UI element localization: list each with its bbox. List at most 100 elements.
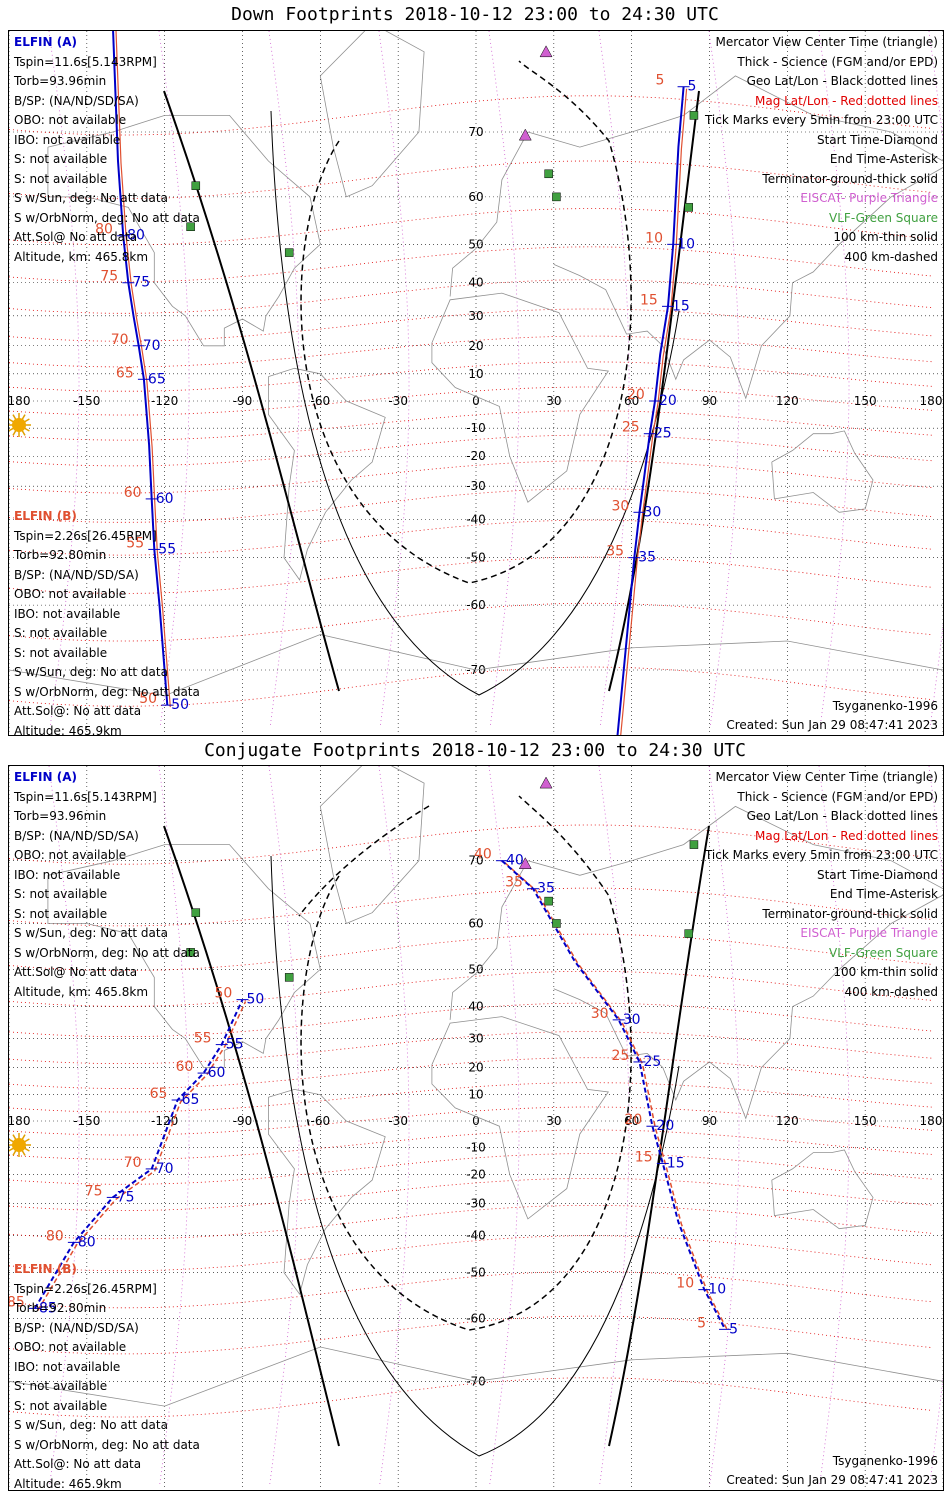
mag-lon-gridline xyxy=(268,766,300,1487)
sat-info-line: S w/OrbNorm, deg: No att data xyxy=(14,210,200,225)
created-label: Created: Sun Jan 29 08:47:41 2023 xyxy=(726,1473,938,1487)
created-label: Created: Sun Jan 29 08:47:41 2023 xyxy=(726,718,938,732)
vlf-square xyxy=(191,181,201,190)
lat-label: -10 xyxy=(466,1140,486,1154)
lon-label: 0 xyxy=(472,1114,480,1128)
sat-info-line: S w/Sun, deg: No att data xyxy=(14,665,168,679)
lat-label: 10 xyxy=(468,367,483,381)
terminator-ground-curve-east xyxy=(608,825,710,1447)
map-svg-down: 180 -150 -120 -90 -60 -30 0 30 60 90 120 150 180 70 60… xyxy=(9,31,943,735)
sat-b-tick-label: 75 xyxy=(85,1183,103,1199)
sat-a-track xyxy=(34,999,244,1309)
sat-a-tick-label: 15 xyxy=(672,298,690,314)
sat-info-line: S w/Sun, deg: No att data xyxy=(14,1418,168,1432)
sat-a-tick-label: 50 xyxy=(247,992,265,1008)
sat-a-tick-label: 55 xyxy=(158,541,176,557)
coastline xyxy=(47,115,321,347)
terminator-100km-curve xyxy=(270,110,680,696)
legend-entry: VLF-Green Square xyxy=(829,945,938,960)
map-panel-down: 180 -150 -120 -90 -60 -30 0 30 60 90 120 150 180 70 60… xyxy=(8,30,944,736)
sat-info-line: Att.Sol@: No att data xyxy=(14,704,142,718)
lon-label: 60 xyxy=(624,394,639,408)
coastline xyxy=(319,31,425,198)
vlf-square xyxy=(284,248,294,257)
sat-b-tick-label: 55 xyxy=(126,535,144,551)
sat-info-line: Altitude: 465.9km xyxy=(14,1476,122,1491)
legend-entry: Mag Lat/Lon - Red dotted lines xyxy=(754,93,938,108)
mag-lat-gridline xyxy=(9,1271,934,1309)
legend-entry: Thick - Science (FGM and/or EPD) xyxy=(737,54,938,69)
lat-label: 70 xyxy=(468,125,483,139)
legend-entry: 100 km-thin solid xyxy=(833,965,938,979)
sat-info-line: Att.Sol@ No att data xyxy=(14,230,138,244)
lon-label: -150 xyxy=(73,1114,100,1128)
sat-a-name: ELFIN (A) xyxy=(14,35,77,49)
sat-info-line: Tspin=2.26s[26.45RPM] xyxy=(14,528,157,543)
legend-entry: EISCAT- Purple Triangle xyxy=(800,926,938,940)
sat-a-tick-label: 10 xyxy=(708,1282,726,1298)
lon-label: -90 xyxy=(233,1114,253,1128)
sat-b-tick-label: 85 xyxy=(9,1294,25,1310)
sun-icon xyxy=(9,1133,31,1157)
mag-lat-gridline xyxy=(9,556,934,594)
sat-info-line: S w/OrbNorm, deg: No att data xyxy=(14,945,200,960)
lon-label: -90 xyxy=(233,394,253,408)
legend-entry: 100 km-thin solid xyxy=(833,230,938,244)
terminator-dashed-west xyxy=(298,805,430,917)
sat-b-tick-label: 25 xyxy=(611,1048,629,1064)
sat-info-line: Att.Sol@: No att data xyxy=(14,1457,142,1471)
mag-lon-gridline xyxy=(488,31,520,728)
lat-label: -50 xyxy=(466,1266,486,1280)
sat-info-line: S w/OrbNorm, deg: No att data xyxy=(14,684,200,699)
lat-label: -60 xyxy=(466,598,486,612)
mag-lon-gridline xyxy=(378,766,410,1487)
sat-info-line: S w/Sun, deg: No att data xyxy=(14,191,168,205)
lat-label: 30 xyxy=(468,1032,483,1046)
vlf-square xyxy=(689,111,699,120)
sat-b-tick-label: 5 xyxy=(656,73,665,89)
terminator-400km-dashed xyxy=(300,795,632,1331)
mag-lat-gridline xyxy=(9,933,934,971)
sat-b-tick-label: 10 xyxy=(676,1276,694,1292)
lon-label: -60 xyxy=(311,1114,331,1128)
sat-a-tick-label: 55 xyxy=(226,1037,244,1053)
sat-a-tick-label: 25 xyxy=(654,426,672,442)
sat-a-tick-label: 20 xyxy=(659,393,677,409)
coastline xyxy=(268,1088,386,1296)
sat-info-line: S: not available xyxy=(14,1379,108,1393)
sat-info-line: OBO: not available xyxy=(14,1340,127,1354)
sat-a-track xyxy=(112,31,169,706)
sat-info-line: S: not available xyxy=(14,887,108,901)
mag-lat-gridline xyxy=(9,1235,934,1272)
sat-b-tick-label: 55 xyxy=(194,1031,212,1047)
sat-b-info: ELFIN (B) Tspin=2.26s[26.45RPM] Torb=92.8… xyxy=(14,501,200,735)
lon-label: -60 xyxy=(311,394,331,408)
sat-a-info: ELFIN (A) Tspin=11.6s[5.143RPM] Torb=93.9… xyxy=(14,768,200,1002)
terminator-ground-curve xyxy=(163,825,340,1447)
sat-b-tick-label: 65 xyxy=(116,365,134,381)
lat-label: -40 xyxy=(466,512,486,526)
sat-info-line: IBO: not available xyxy=(14,1359,121,1374)
sat-info-line: Torb=93.96min xyxy=(14,809,107,823)
sat-info-line: S w/OrbNorm, deg: No att data xyxy=(14,1437,200,1452)
model-label: Tsyganenko-1996 xyxy=(832,699,938,713)
sat-a-tick-label: 10 xyxy=(677,236,695,252)
legend-entry: End Time-Asterisk xyxy=(829,152,938,166)
sat-b-info: ELFIN (B) Tspin=2.26s[26.45RPM] Torb=92.8… xyxy=(14,1254,200,1491)
lat-label: 20 xyxy=(468,339,483,353)
lat-label: 70 xyxy=(468,854,483,868)
sat-info-line: B/SP: (NA/ND/SD/SA) xyxy=(14,1320,139,1335)
sat-a-tick-label: 30 xyxy=(643,504,661,520)
sat-a-tick-label: 80 xyxy=(127,228,145,244)
mag-lat-gridline xyxy=(9,970,934,1007)
lon-label: -30 xyxy=(388,1114,408,1128)
vlf-square xyxy=(552,919,561,928)
lon-label: 180 xyxy=(920,1114,943,1128)
lon-label: 180 xyxy=(9,1114,30,1128)
legend-entry: Terminator-ground-thick solid xyxy=(762,906,938,921)
lon-label: 90 xyxy=(702,394,717,408)
legend-entry: Start Time-Diamond xyxy=(816,867,938,882)
coastline xyxy=(449,75,943,297)
lon-label: 90 xyxy=(702,1114,717,1128)
coastline xyxy=(431,292,609,503)
